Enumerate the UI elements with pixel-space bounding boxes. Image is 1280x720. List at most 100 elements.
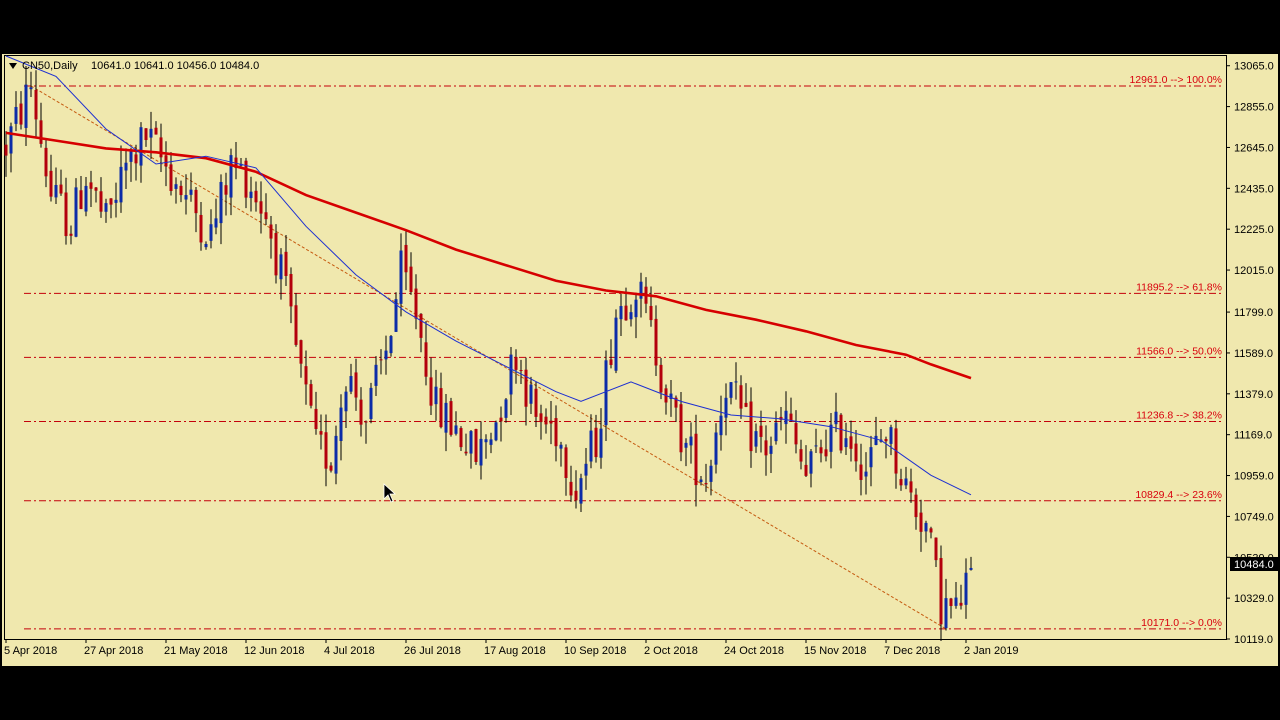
- candle-body-bear: [539, 413, 543, 423]
- candle-body-bull: [784, 410, 788, 425]
- y-tick-label: 12225.0: [1234, 224, 1274, 236]
- candle: [84, 176, 88, 217]
- x-tick-label: 17 Aug 2018: [484, 645, 546, 657]
- candle-body-bear: [449, 401, 453, 435]
- candle-body-bull: [504, 399, 508, 418]
- fib-level-label: 11236.8 --> 38.2%: [1136, 409, 1222, 421]
- candle-body-bear: [649, 305, 653, 321]
- candle: [629, 304, 633, 327]
- candle: [559, 441, 563, 467]
- chart-area-background: [2, 54, 1278, 666]
- candle-body-bear: [744, 402, 748, 407]
- candle: [69, 225, 73, 245]
- candle: [159, 123, 163, 172]
- candle-body-bull: [139, 127, 143, 166]
- y-tick-label: 11379.0: [1234, 389, 1273, 401]
- candle: [229, 148, 233, 216]
- candle: [64, 177, 68, 245]
- candle-body-bear: [299, 340, 303, 364]
- candle-body-bull: [774, 422, 778, 442]
- candle-body-bull: [149, 128, 153, 138]
- fibonacci-retracement[interactable]: 12961.0 --> 100.0% 11895.2 --> 61.8% 11566…: [24, 74, 1224, 630]
- candle: [714, 423, 718, 474]
- candle-body-bear: [919, 512, 923, 532]
- x-tick-label: 27 Apr 2018: [84, 645, 143, 657]
- candle-body-bear: [899, 479, 903, 486]
- candle-body-bear: [99, 191, 103, 212]
- candle-body-bear: [674, 397, 678, 408]
- candle: [4, 131, 8, 177]
- candle-body-bull: [579, 478, 583, 504]
- candle-body-bear: [914, 494, 918, 518]
- candle-body-bear: [274, 233, 278, 276]
- candle: [384, 335, 388, 375]
- candle: [294, 293, 298, 347]
- candle: [109, 198, 113, 219]
- candle: [249, 176, 253, 212]
- candle: [864, 452, 868, 495]
- candle: [49, 154, 53, 202]
- candle-body-bull: [889, 427, 893, 444]
- candle: [819, 439, 823, 463]
- candle-body-bear: [309, 384, 313, 406]
- x-tick-label: 21 May 2018: [164, 645, 228, 657]
- candle: [339, 394, 343, 461]
- candle: [394, 292, 398, 332]
- candle: [844, 422, 848, 455]
- candle: [24, 65, 28, 147]
- y-tick-label: 12645.0: [1234, 142, 1274, 154]
- candle-body-bear: [514, 356, 518, 370]
- candle: [614, 309, 618, 374]
- candle: [364, 420, 368, 444]
- candle-body-bear: [39, 120, 43, 144]
- candle: [899, 468, 903, 491]
- x-tick-label: 10 Sep 2018: [564, 645, 626, 657]
- candle-body-bear: [854, 443, 858, 462]
- candle: [564, 444, 568, 496]
- x-tick-label: 7 Dec 2018: [884, 645, 940, 657]
- candle: [784, 391, 788, 444]
- candle: [964, 558, 968, 619]
- candle-body-bear: [34, 89, 38, 120]
- candle: [59, 169, 63, 196]
- ohlc-label: 10641.0 10641.0 10456.0 10484.0: [91, 60, 259, 72]
- candle: [19, 91, 23, 130]
- candle: [194, 186, 198, 233]
- candle-body-bull: [114, 199, 118, 203]
- candle-body-bear: [654, 318, 658, 366]
- candle: [269, 215, 273, 259]
- candle-body-bull: [689, 436, 693, 446]
- candle-body-bear: [19, 103, 23, 125]
- candle: [54, 167, 58, 204]
- candle: [924, 520, 928, 543]
- dropdown-triangle-icon[interactable]: [9, 63, 17, 69]
- candle-body-bull: [559, 444, 563, 449]
- candle: [424, 321, 428, 386]
- candle: [919, 499, 923, 552]
- candle: [539, 404, 543, 440]
- candle: [744, 383, 748, 408]
- candle: [789, 397, 793, 422]
- candle-body-bull: [214, 218, 218, 228]
- candle: [954, 581, 958, 609]
- candle-body-bear: [294, 305, 298, 345]
- candle: [809, 448, 813, 488]
- candle: [284, 235, 288, 286]
- chart-header: CN50,Daily 10641.0 10641.0 10456.0 10484…: [9, 60, 259, 72]
- candle: [309, 379, 313, 409]
- candle: [449, 397, 453, 437]
- candle: [959, 584, 963, 610]
- candle-body-bear: [179, 185, 183, 196]
- candle-body-bull: [189, 189, 193, 195]
- candle: [489, 432, 493, 454]
- candle-body-bull: [209, 224, 213, 241]
- candle: [479, 421, 483, 480]
- candle: [374, 356, 378, 397]
- plot-frame: [4, 55, 1227, 640]
- candle-body-bull: [814, 445, 818, 447]
- candle: [264, 193, 268, 225]
- candle: [509, 347, 513, 416]
- candles: [4, 65, 973, 641]
- candle-body-bull: [589, 430, 593, 462]
